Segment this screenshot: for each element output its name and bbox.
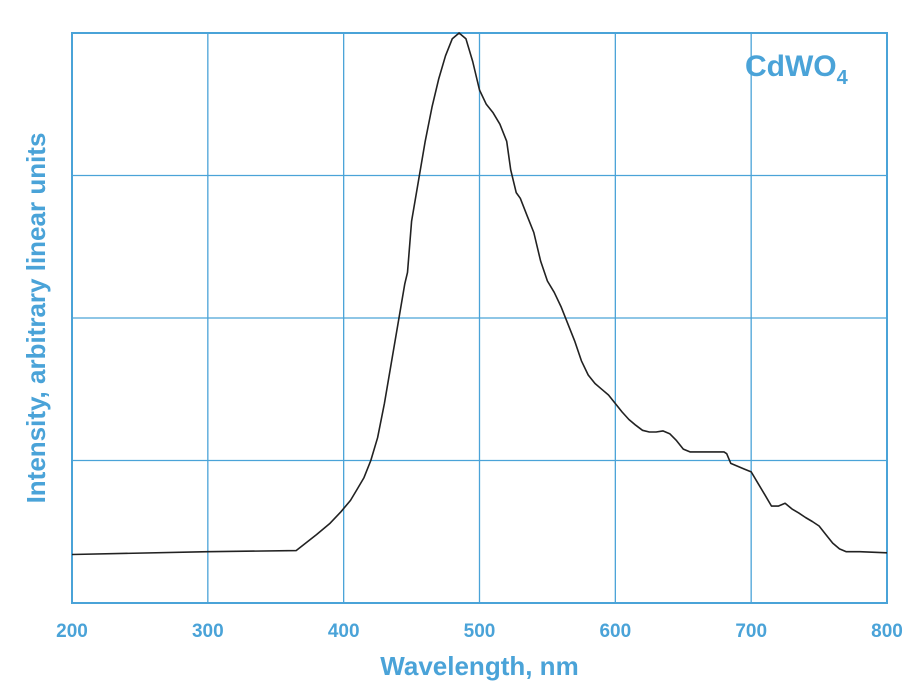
chart-title-main: CdWO bbox=[745, 50, 837, 83]
x-tick-label: 600 bbox=[599, 621, 631, 642]
grid bbox=[72, 33, 887, 603]
x-tick-label: 400 bbox=[328, 621, 360, 642]
y-axis-label: Intensity, arbitrary linear units bbox=[21, 133, 51, 504]
x-axis-ticks: 200 300 400 500 600 700 800 bbox=[56, 621, 903, 642]
chart-title-subscript: 4 bbox=[837, 67, 849, 89]
chart-title: CdWO4 bbox=[745, 50, 849, 89]
x-tick-label: 300 bbox=[192, 621, 224, 642]
x-tick-label: 200 bbox=[56, 621, 88, 642]
x-tick-label: 700 bbox=[735, 621, 767, 642]
x-tick-label: 800 bbox=[871, 621, 903, 642]
series-line bbox=[71, 32, 888, 556]
plot-frame bbox=[71, 32, 888, 604]
x-axis-label: Wavelength, nm bbox=[380, 651, 578, 681]
x-tick-label: 500 bbox=[464, 621, 496, 642]
